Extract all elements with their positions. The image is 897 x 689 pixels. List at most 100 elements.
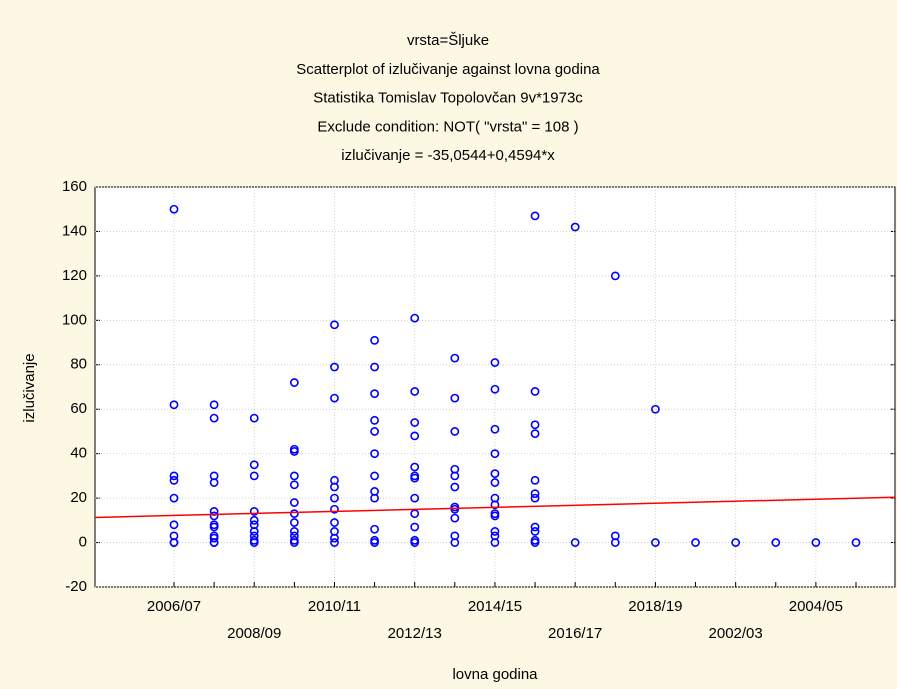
- point: [330, 518, 339, 527]
- x-axis-label: lovna godina: [452, 666, 538, 683]
- point: [289, 527, 299, 536]
- point: [370, 335, 379, 345]
- point: [209, 413, 219, 423]
- point: [771, 538, 781, 547]
- x-tick-label: 2008/09: [227, 625, 281, 642]
- x-tick-label: 2012/13: [388, 625, 442, 642]
- point: [530, 493, 540, 503]
- point: [289, 447, 299, 456]
- point: [530, 527, 540, 536]
- x-tick-label: 2002/03: [709, 625, 763, 642]
- point: [651, 404, 660, 414]
- point: [330, 393, 339, 403]
- point: [249, 507, 259, 516]
- chart-title: Statistika Tomislav Topolovčan 9v*1973c: [313, 90, 583, 107]
- point: [450, 427, 460, 436]
- point: [289, 518, 299, 527]
- point: [330, 493, 339, 503]
- point: [530, 387, 540, 396]
- point: [490, 469, 500, 479]
- point: [651, 538, 660, 547]
- point: [530, 475, 540, 485]
- point: [410, 418, 420, 427]
- point: [370, 415, 379, 425]
- point: [490, 478, 500, 487]
- point: [330, 504, 339, 514]
- point: [450, 538, 460, 547]
- point: [209, 522, 219, 532]
- point: [490, 500, 500, 510]
- x-tick-label: 2014/15: [468, 598, 522, 615]
- trend-line: [94, 496, 896, 519]
- point: [530, 211, 540, 221]
- y-tick-label: 160: [62, 178, 87, 195]
- point: [811, 538, 821, 547]
- point: [530, 420, 540, 430]
- point: [530, 522, 540, 532]
- chart-title: Exclude condition: NOT( "vrsta" = 108 ): [317, 118, 578, 135]
- y-tick-label: 140: [62, 222, 87, 239]
- point: [530, 538, 540, 547]
- point: [169, 204, 179, 214]
- chart-title: izlučivanje = -35,0544+0,4594*x: [341, 147, 555, 164]
- point: [330, 533, 339, 543]
- x-tick-label: 2004/05: [789, 598, 843, 615]
- point: [209, 400, 219, 410]
- y-axis-label: izlučivanje: [21, 353, 38, 422]
- point: [731, 538, 741, 547]
- point: [249, 515, 259, 525]
- point: [370, 427, 379, 436]
- point: [169, 400, 179, 410]
- point: [169, 471, 179, 481]
- point: [490, 538, 500, 547]
- point: [249, 471, 259, 481]
- point: [490, 424, 500, 434]
- y-tick-label: 40: [70, 445, 87, 462]
- point: [490, 449, 500, 459]
- point: [169, 493, 179, 503]
- point: [691, 538, 700, 547]
- y-tick-label: -20: [65, 578, 87, 595]
- point: [209, 511, 219, 521]
- point: [209, 533, 219, 543]
- point: [169, 520, 179, 530]
- point: [370, 493, 379, 503]
- point: [410, 473, 420, 483]
- point: [410, 522, 420, 532]
- point: [289, 378, 299, 387]
- point: [370, 524, 379, 534]
- point: [570, 222, 580, 232]
- point: [410, 493, 420, 503]
- chart-title: Scatterplot of izlučivanje against lovna…: [296, 61, 600, 78]
- point: [490, 511, 500, 521]
- x-tick-label: 2006/07: [147, 598, 201, 615]
- point: [249, 538, 259, 547]
- point: [450, 393, 460, 403]
- point: [370, 449, 379, 459]
- y-tick-label: 0: [79, 534, 87, 551]
- y-tick-label: 80: [70, 356, 87, 373]
- point: [490, 527, 500, 536]
- point: [209, 478, 219, 487]
- point: [330, 482, 339, 492]
- point: [330, 320, 339, 330]
- y-tick-label: 120: [62, 267, 87, 284]
- point: [289, 480, 299, 490]
- point: [289, 509, 299, 519]
- point: [370, 538, 379, 547]
- point: [450, 471, 460, 481]
- x-tick-label: 2018/19: [628, 598, 682, 615]
- x-tick-label: 2010/11: [308, 598, 361, 615]
- point: [610, 538, 620, 547]
- point: [289, 498, 299, 507]
- point: [530, 429, 540, 439]
- point: [570, 538, 580, 547]
- point: [410, 431, 420, 441]
- x-tick-label: 2016/17: [548, 625, 602, 642]
- point: [370, 362, 379, 372]
- point: [490, 384, 500, 394]
- y-tick-label: 100: [62, 311, 87, 328]
- y-tick-label: 20: [70, 489, 87, 506]
- point: [610, 271, 620, 281]
